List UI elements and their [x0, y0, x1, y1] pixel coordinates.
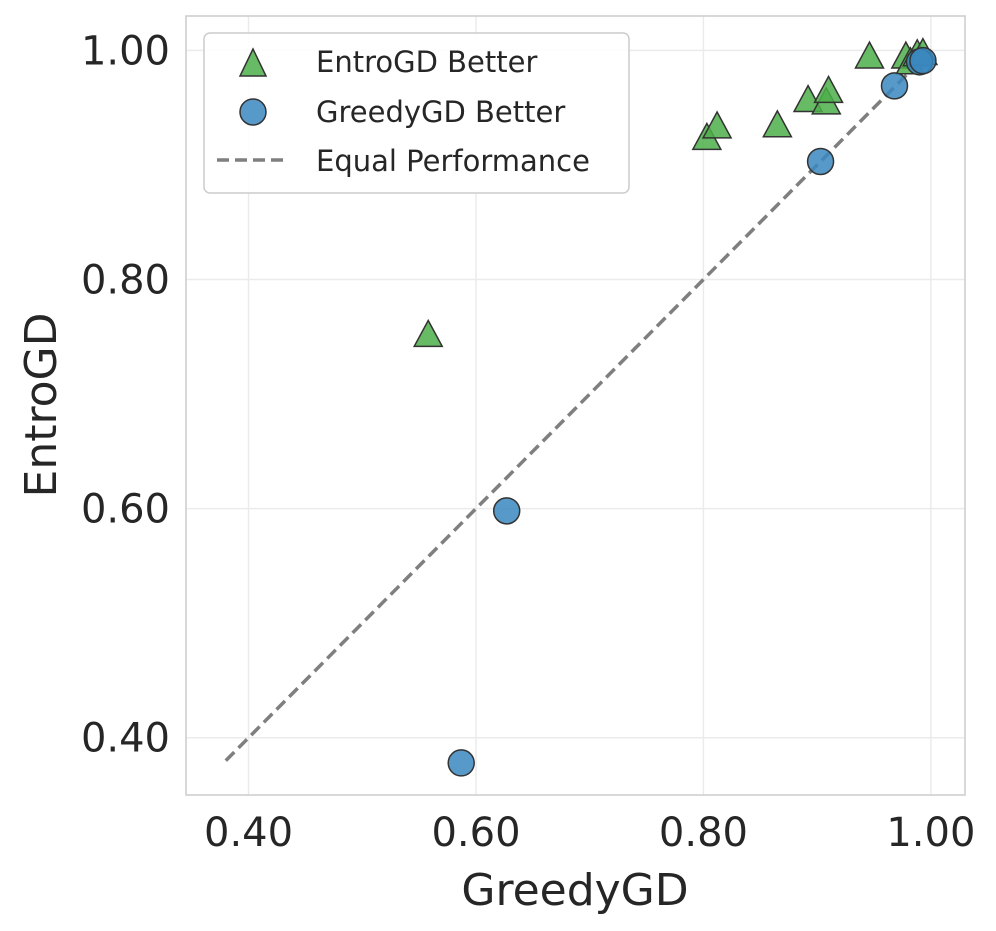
legend-label-greedygd: GreedyGD Better — [316, 95, 565, 129]
legend-label-equal: Equal Performance — [316, 144, 590, 178]
plot-frame — [185, 15, 966, 796]
greedygd-better-point — [909, 46, 937, 75]
greedygd-better-point — [806, 147, 835, 176]
legend-triangle-icon — [238, 47, 268, 77]
entrogd-better-point — [412, 318, 444, 348]
x-tick-label: 0.80 — [659, 810, 748, 856]
points-layer — [412, 37, 939, 777]
entrogd-better-point — [762, 109, 793, 138]
entrogd-better-point — [813, 74, 844, 104]
legend-box — [203, 32, 630, 194]
y-tick-label: 0.80 — [81, 257, 170, 303]
entrogd-better-point — [701, 110, 733, 139]
x-tick-label: 1.00 — [886, 810, 975, 856]
y-tick-label: 1.00 — [81, 28, 170, 74]
y-tick-label: 0.60 — [81, 487, 170, 533]
tick-label-layer: 0.40 0.60 0.80 1.00 0.40 0.60 0.80 1.00 — [81, 28, 975, 856]
x-tick-label: 0.40 — [204, 810, 293, 856]
y-axis-title: EntroGD — [16, 313, 67, 498]
legend-label-entrogd: EntroGD Better — [316, 45, 537, 79]
x-axis-title: GreedyGD — [461, 865, 688, 916]
y-tick-label: 0.40 — [81, 716, 170, 762]
legend-circle-icon — [239, 98, 267, 126]
entrogd-better-point — [792, 84, 824, 113]
x-tick-label: 0.60 — [431, 810, 520, 856]
greedygd-better-point — [492, 497, 521, 525]
greedygd-better-point — [447, 749, 475, 777]
greedygd-better-point — [880, 72, 909, 100]
entrogd-better-point — [854, 40, 885, 69]
legend: EntroGD Better GreedyGD Better Equal Per… — [203, 32, 630, 194]
